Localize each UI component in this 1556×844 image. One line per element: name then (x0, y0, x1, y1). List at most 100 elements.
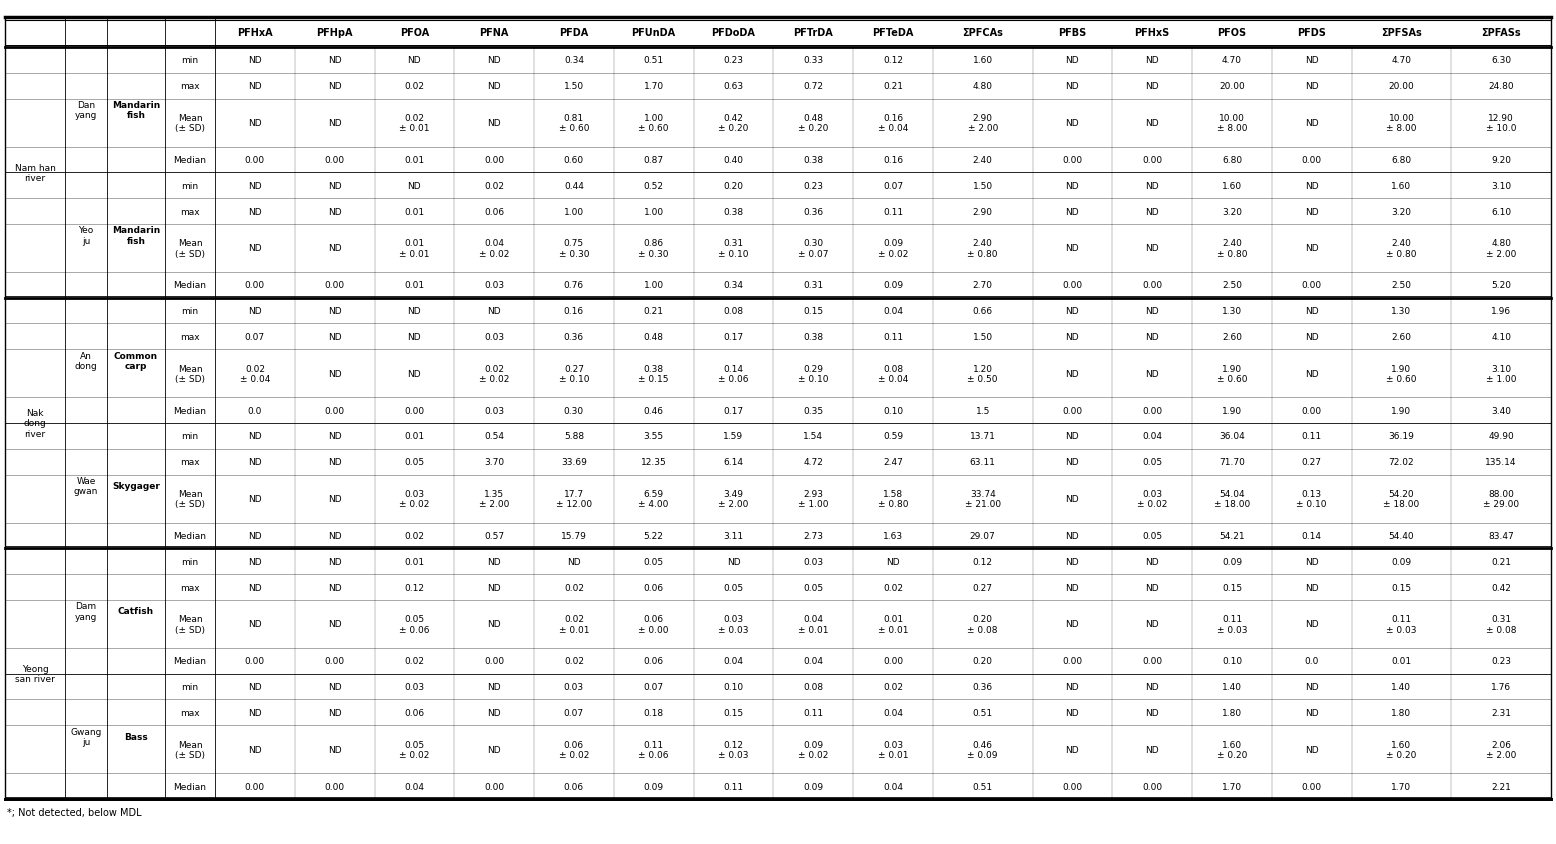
Text: 0.66: 0.66 (972, 306, 993, 316)
Text: 1.50: 1.50 (563, 82, 584, 91)
Text: 2.31: 2.31 (1491, 708, 1511, 717)
Text: 0.02: 0.02 (405, 82, 425, 91)
Text: 0.03: 0.03 (484, 281, 504, 290)
Text: 1.70: 1.70 (1391, 782, 1411, 791)
Text: 2.60: 2.60 (1391, 333, 1411, 342)
Text: ND: ND (247, 532, 261, 540)
Text: 1.58
± 0.80: 1.58 ± 0.80 (878, 490, 909, 509)
Text: 71.70: 71.70 (1218, 457, 1245, 467)
Text: max: max (180, 457, 199, 467)
Text: ND: ND (247, 457, 261, 467)
Text: 12.90
± 10.0: 12.90 ± 10.0 (1486, 114, 1517, 133)
Text: 0.00: 0.00 (484, 657, 504, 665)
Text: ND: ND (1066, 682, 1080, 691)
Text: 0.03
± 0.03: 0.03 ± 0.03 (719, 614, 748, 634)
Text: 0.11
± 0.03: 0.11 ± 0.03 (1217, 614, 1248, 634)
Text: 0.00: 0.00 (1063, 657, 1083, 665)
Text: 0.04: 0.04 (724, 657, 744, 665)
Text: 10.00
± 8.00: 10.00 ± 8.00 (1386, 114, 1416, 133)
Text: 0.12: 0.12 (882, 57, 902, 65)
Text: 1.96: 1.96 (1491, 306, 1511, 316)
Text: 12.35: 12.35 (641, 457, 666, 467)
Text: min: min (182, 432, 199, 441)
Text: 0.13
± 0.10: 0.13 ± 0.10 (1296, 490, 1327, 509)
Text: 0.30
± 0.07: 0.30 ± 0.07 (798, 239, 828, 258)
Text: ND: ND (328, 57, 341, 65)
Text: 3.10: 3.10 (1491, 181, 1511, 191)
Text: 0.36: 0.36 (803, 208, 823, 216)
Text: 0.04: 0.04 (803, 657, 823, 665)
Text: 0.12
± 0.03: 0.12 ± 0.03 (719, 739, 748, 759)
Text: 6.10: 6.10 (1491, 208, 1511, 216)
Text: 0.21: 0.21 (882, 82, 902, 91)
Text: ND: ND (247, 82, 261, 91)
Text: ND: ND (1305, 181, 1318, 191)
Text: 0.23: 0.23 (1491, 657, 1511, 665)
Text: 0.16
± 0.04: 0.16 ± 0.04 (878, 114, 909, 133)
Text: ND: ND (487, 619, 501, 629)
Text: ND: ND (487, 119, 501, 128)
Text: ND: ND (408, 306, 422, 316)
Text: 2.73: 2.73 (803, 532, 823, 540)
Text: 0.08: 0.08 (803, 682, 823, 691)
Text: 2.90
± 2.00: 2.90 ± 2.00 (968, 114, 997, 133)
Text: 1.60
± 0.20: 1.60 ± 0.20 (1217, 739, 1248, 759)
Text: ND: ND (1305, 244, 1318, 253)
Text: ND: ND (1305, 557, 1318, 566)
Text: ND: ND (1145, 82, 1159, 91)
Text: ND: ND (328, 432, 341, 441)
Text: 0.01: 0.01 (405, 156, 425, 165)
Text: ND: ND (487, 708, 501, 717)
Text: 0.04
± 0.02: 0.04 ± 0.02 (479, 239, 509, 258)
Text: 0.00: 0.00 (325, 782, 345, 791)
Text: 0.00: 0.00 (1063, 406, 1083, 415)
Text: ND: ND (247, 708, 261, 717)
Text: 0.12: 0.12 (972, 557, 993, 566)
Text: 0.04: 0.04 (1142, 432, 1162, 441)
Text: 1.20
± 0.50: 1.20 ± 0.50 (968, 364, 997, 383)
Text: ND: ND (1066, 619, 1080, 629)
Text: 0.10: 0.10 (1221, 657, 1242, 665)
Text: 1.40: 1.40 (1391, 682, 1411, 691)
Text: ND: ND (1305, 82, 1318, 91)
Text: PFBS: PFBS (1058, 28, 1086, 38)
Text: 2.40
± 0.80: 2.40 ± 0.80 (1386, 239, 1416, 258)
Text: ΣPFASs: ΣPFASs (1481, 28, 1520, 38)
Text: 2.93
± 1.00: 2.93 ± 1.00 (798, 490, 828, 509)
Text: 0.05: 0.05 (1142, 532, 1162, 540)
Text: ND: ND (408, 57, 422, 65)
Text: 0.27: 0.27 (972, 583, 993, 592)
Text: 0.00: 0.00 (1063, 156, 1083, 165)
Text: ND: ND (1066, 333, 1080, 342)
Text: ND: ND (247, 119, 261, 128)
Text: ND: ND (247, 682, 261, 691)
Text: 54.40: 54.40 (1388, 532, 1414, 540)
Text: 1.40: 1.40 (1221, 682, 1242, 691)
Text: 0.27
± 0.10: 0.27 ± 0.10 (559, 364, 590, 383)
Text: 72.02: 72.02 (1388, 457, 1414, 467)
Text: 0.33: 0.33 (803, 57, 823, 65)
Text: 0.44: 0.44 (563, 181, 584, 191)
Text: 0.02
± 0.04: 0.02 ± 0.04 (240, 364, 271, 383)
Text: ND: ND (408, 370, 422, 378)
Text: 0.00: 0.00 (1142, 281, 1162, 290)
Text: ND: ND (1145, 745, 1159, 754)
Text: ND: ND (1305, 57, 1318, 65)
Text: 0.46: 0.46 (644, 406, 664, 415)
Text: 1.60: 1.60 (1391, 181, 1411, 191)
Text: 1.80: 1.80 (1391, 708, 1411, 717)
Text: 0.36: 0.36 (563, 333, 584, 342)
Text: 0.81
± 0.60: 0.81 ± 0.60 (559, 114, 590, 133)
Text: 6.59
± 4.00: 6.59 ± 4.00 (638, 490, 669, 509)
Text: 0.14
± 0.06: 0.14 ± 0.06 (719, 364, 748, 383)
Text: 0.54: 0.54 (484, 432, 504, 441)
Text: 10.00
± 8.00: 10.00 ± 8.00 (1217, 114, 1248, 133)
Text: 0.05: 0.05 (803, 583, 823, 592)
Text: 54.21: 54.21 (1220, 532, 1245, 540)
Text: 0.00: 0.00 (325, 657, 345, 665)
Text: Mean
(± SD): Mean (± SD) (174, 490, 205, 509)
Text: 0.07: 0.07 (644, 682, 664, 691)
Text: 4.70: 4.70 (1221, 57, 1242, 65)
Text: 0.00: 0.00 (1302, 406, 1321, 415)
Text: 3.20: 3.20 (1221, 208, 1242, 216)
